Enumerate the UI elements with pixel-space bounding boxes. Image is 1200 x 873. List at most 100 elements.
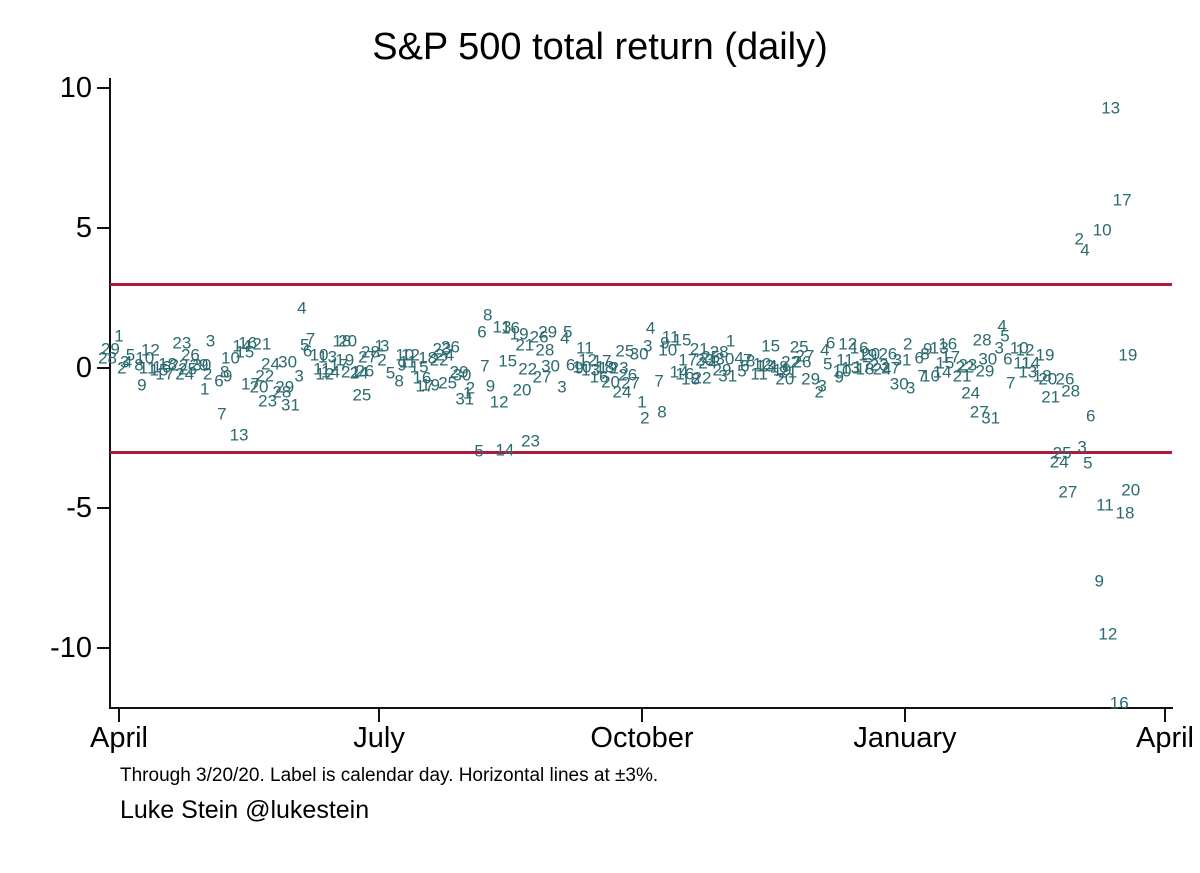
data-point-label: 3 xyxy=(994,338,1004,358)
data-point-label: 10 xyxy=(220,348,240,368)
data-point-label: 30 xyxy=(629,344,649,364)
data-point-label: 21 xyxy=(689,339,709,359)
data-point-label: 21 xyxy=(515,335,535,355)
data-point-label: 8 xyxy=(220,362,230,382)
data-point-label: 13 xyxy=(492,317,512,337)
data-point-label: 1 xyxy=(200,379,210,399)
data-point-label: 20 xyxy=(861,344,881,364)
data-point-label: 24 xyxy=(435,345,455,365)
data-point-label: 8 xyxy=(745,351,756,371)
data-point-label: 12 xyxy=(752,354,772,374)
data-point-label: 21 xyxy=(1041,387,1061,407)
data-point-label: 14 xyxy=(758,356,778,376)
data-point-label: 18 xyxy=(595,357,615,377)
data-point-label: 11 xyxy=(313,359,331,379)
data-point-label: 30 xyxy=(715,349,735,369)
data-point-label: 18 xyxy=(332,331,352,351)
data-point-label: 13 xyxy=(1018,362,1038,382)
data-point-label: 6 xyxy=(740,356,750,376)
data-point-label: 4 xyxy=(734,348,744,368)
y-tick xyxy=(97,647,110,649)
data-point-label: 22 xyxy=(518,359,538,379)
data-point-label: 26 xyxy=(441,337,460,357)
data-point-label: 31 xyxy=(281,395,300,415)
data-point-label: 5 xyxy=(562,322,573,342)
data-point-label: 23 xyxy=(258,391,278,411)
data-point-label: 24 xyxy=(872,359,892,379)
data-point-label: 14 xyxy=(321,362,340,382)
x-tick xyxy=(1164,709,1166,722)
data-point-label: 28 xyxy=(98,348,118,368)
data-point-label: 1 xyxy=(462,383,473,403)
data-point-label: 17 xyxy=(592,351,612,371)
chart-footnote: Through 3/20/20. Label is calendar day. … xyxy=(120,765,659,786)
data-point-label: 9 xyxy=(485,376,496,396)
y-tick xyxy=(97,367,110,369)
data-point-label: 14 xyxy=(232,336,252,356)
data-point-label: 25 xyxy=(178,359,198,379)
data-point-label: 18 xyxy=(158,354,178,374)
data-point-label: 18 xyxy=(681,369,701,389)
data-point-label: 5 xyxy=(300,335,310,355)
data-point-label: 22 xyxy=(255,366,275,386)
data-point-label: 13 xyxy=(929,338,949,358)
data-point-label: 7 xyxy=(917,366,927,386)
data-point-label: 20 xyxy=(249,377,269,397)
data-point-label: 29 xyxy=(801,369,821,389)
data-point-label: 28 xyxy=(361,342,380,362)
data-point-label: 17 xyxy=(852,357,872,377)
data-point-label: 2 xyxy=(1074,229,1084,249)
data-point-label: 30 xyxy=(278,352,298,372)
data-point-label: 1 xyxy=(114,326,124,346)
data-point-label: 30 xyxy=(192,355,212,375)
data-point-label: 10 xyxy=(395,345,415,365)
data-point-label: 5 xyxy=(1083,453,1093,473)
data-point-label: 10 xyxy=(832,361,852,381)
data-point-label: 15 xyxy=(149,360,169,380)
data-point-label: 5 xyxy=(385,363,396,383)
data-point-label: 7 xyxy=(1005,373,1016,393)
data-point-label: 9 xyxy=(397,355,407,375)
data-point-label: 29 xyxy=(449,362,469,382)
data-point-label: 13 xyxy=(229,425,249,445)
data-point-label: 6 xyxy=(565,355,576,375)
data-point-label: 14 xyxy=(932,362,952,382)
data-point-label: 21 xyxy=(778,362,798,382)
data-point-label: 9 xyxy=(574,358,584,378)
data-point-label: 1 xyxy=(725,331,736,351)
data-point-label: 2 xyxy=(117,358,127,378)
data-point-label: 17 xyxy=(678,350,698,370)
data-point-label: 11 xyxy=(576,338,594,358)
data-point-label: 13 xyxy=(1101,98,1121,118)
data-point-label: 18 xyxy=(418,348,438,368)
data-point-label: 1 xyxy=(374,336,384,356)
data-point-label: 18 xyxy=(1115,503,1135,523)
y-axis-line xyxy=(109,78,111,708)
data-point-label: 29 xyxy=(100,339,120,359)
data-point-label: 27 xyxy=(621,373,641,393)
x-tick-label: April xyxy=(1135,722,1194,754)
data-point-label: 17 xyxy=(1112,190,1132,210)
data-point-label: 9 xyxy=(923,339,933,359)
data-point-label: 19 xyxy=(509,324,529,344)
data-point-label: 19 xyxy=(1118,345,1138,365)
y-tick-label: 10 xyxy=(59,72,92,104)
data-point-label: 14 xyxy=(669,362,689,382)
data-point-label: 21 xyxy=(252,334,272,354)
data-point-label: 17 xyxy=(941,347,961,367)
data-point-label: 27 xyxy=(358,347,378,367)
data-point-label: 10 xyxy=(1009,338,1029,358)
data-point-label: 16 xyxy=(675,364,695,384)
data-point-label: 8 xyxy=(482,305,493,325)
data-point-label: 16 xyxy=(589,367,609,387)
data-point-label: 20 xyxy=(775,369,795,389)
data-point-label: 17 xyxy=(329,355,349,375)
data-point-label: 7 xyxy=(654,371,664,391)
data-point-label: 29 xyxy=(975,361,995,381)
data-point-label: 25 xyxy=(789,337,809,357)
y-tick-label: 5 xyxy=(75,212,92,244)
data-point-label: 6 xyxy=(1085,406,1096,426)
data-point-label: 4 xyxy=(560,328,570,348)
data-point-label: 16 xyxy=(501,318,520,338)
